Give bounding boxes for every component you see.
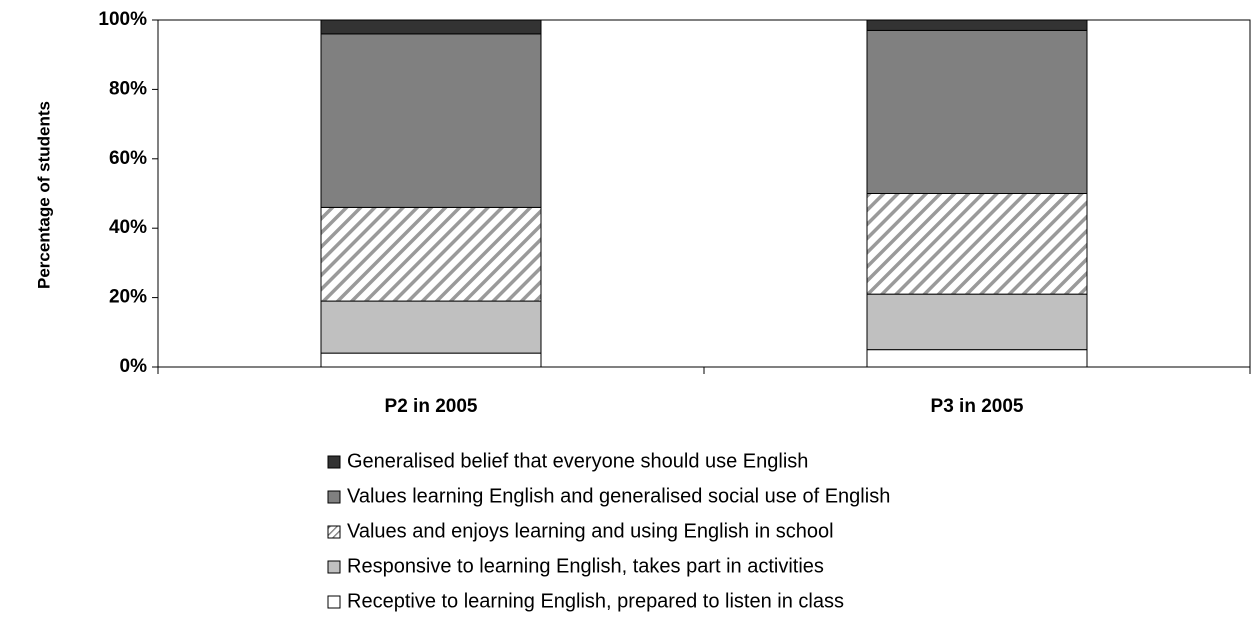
legend-label: Receptive to learning English, prepared … (347, 590, 844, 612)
y-tick-label: 80% (109, 78, 147, 99)
y-tick-label: 100% (98, 9, 147, 30)
y-tick-label: 40% (109, 217, 147, 238)
bar-segment (866, 19, 1088, 31)
legend-label: Values learning English and generalised … (347, 485, 890, 507)
y-tick-label: 20% (109, 287, 147, 308)
legend-label: Generalised belief that everyone should … (347, 450, 808, 472)
x-tick-label: P3 in 2005 (931, 396, 1024, 417)
legend-swatch (327, 560, 341, 574)
bar-segment (320, 352, 542, 368)
bar-segment (320, 300, 542, 354)
bar-segment (866, 293, 1088, 351)
bar-segment (320, 206, 542, 302)
legend-label: Values and enjoys learning and using Eng… (347, 520, 834, 542)
x-tick-label: P2 in 2005 (385, 396, 478, 417)
legend-label: Responsive to learning English, takes pa… (347, 555, 824, 577)
y-tick-label: 0% (120, 356, 148, 377)
bar-segment (866, 349, 1088, 368)
bar-segment (866, 29, 1088, 194)
legend-swatch (327, 525, 341, 539)
bar-segment (866, 193, 1088, 295)
legend-swatch (327, 490, 341, 504)
legend-swatch (327, 455, 341, 469)
legend-swatch (327, 595, 341, 609)
y-tick-label: 60% (109, 148, 147, 169)
y-axis-label: Percentage of students (34, 101, 53, 289)
bar-segment (320, 19, 542, 35)
bar-segment (320, 33, 542, 208)
